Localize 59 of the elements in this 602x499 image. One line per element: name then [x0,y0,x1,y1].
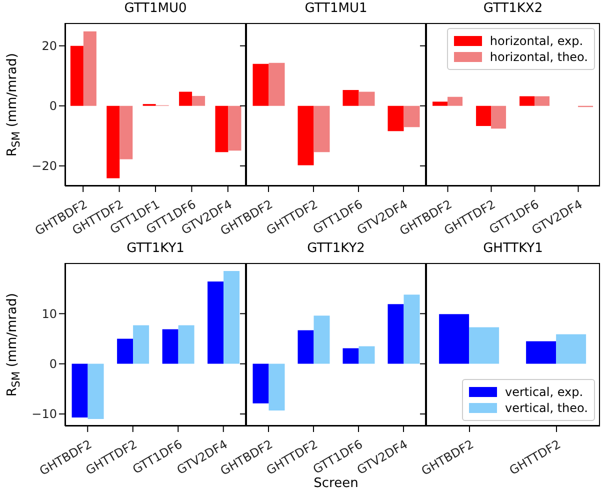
bar [178,325,194,364]
bar [358,346,375,364]
bar [298,106,314,166]
bar [314,316,330,364]
bar [404,294,420,364]
bar [404,106,420,128]
bar [342,90,359,106]
bar [526,341,556,364]
bar [162,329,178,364]
bar [448,96,463,106]
bar [70,46,84,106]
chart-title: GTT1KY2 [306,241,366,256]
chart-title: GTT1KY1 [126,241,186,256]
bar [432,102,448,106]
chart-title: GHTTKY1 [482,241,544,256]
bar [388,304,404,364]
legend-label: horizontal, theo. [490,50,588,64]
bar [388,106,404,132]
y-tick-label: 20 [42,39,57,54]
legend-label: horizontal, exp. [490,34,584,48]
bar [179,92,192,106]
bar [208,282,224,364]
bar [268,364,285,410]
bar [534,96,550,106]
chart-title: GTT1KX2 [482,1,544,16]
bar [224,271,240,364]
bar [88,364,104,419]
bar [117,338,134,364]
bar [476,106,492,126]
bar [314,106,330,152]
bar [520,96,535,106]
bar [298,330,314,364]
bar [342,348,359,364]
bar [358,92,375,106]
bar [439,314,470,364]
bar [192,96,206,106]
x-axis-title: Screen [314,476,358,491]
bar [556,334,586,364]
legend-label: vertical, exp. [504,385,584,399]
bar [215,106,228,152]
chart-title: GTT1MU1 [304,1,368,16]
bar [72,364,88,418]
bar [228,106,242,151]
bar [268,62,285,106]
bar [120,106,133,160]
y-tick-label: 10 [42,306,57,321]
bar [133,325,150,364]
bar [252,364,269,404]
bar [83,31,96,106]
y-tick-label: 0 [49,357,57,372]
y-tick-label: −10 [32,407,57,422]
bar [491,106,506,129]
y-tick-label: −20 [32,159,57,174]
y-tick-label: 0 [49,99,57,114]
bar [106,106,120,178]
bar [252,64,269,106]
chart-title: GTT1MU0 [123,1,188,16]
bar [469,327,500,364]
legend-label: vertical, theo. [504,401,588,415]
